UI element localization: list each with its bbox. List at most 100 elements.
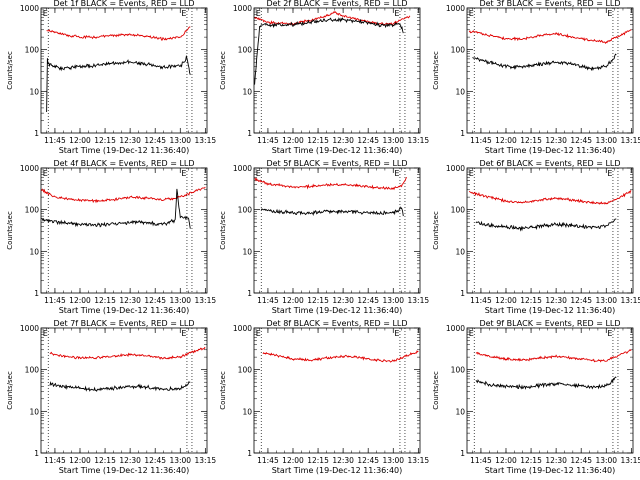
lld-series-line [475,348,632,363]
y-tick-label: 1000 [233,164,252,173]
plot-frame [253,7,421,134]
eclipse-marker: E [256,169,261,178]
y-tick-label: 1000 [233,4,252,13]
y-tick-label: 1 [460,129,465,138]
y-tick-label: 100 [25,366,40,375]
x-tick-label: 12:45 [570,296,592,305]
x-tick-label: 12:15 [520,456,542,465]
lld-series-line [468,29,632,44]
x-axis-label: Start Time (19-Dec-12 11:36:40) [272,146,403,155]
events-series-line [254,17,404,85]
x-tick-label: 12:45 [144,136,166,145]
eclipse-marker: E [469,169,474,178]
y-tick-label: 1 [460,449,465,458]
y-axis-label: Counts/sec [432,51,440,90]
y-tick-label: 1000 [20,324,39,333]
plot-frame [466,7,634,134]
detector-panel: Det 6f BLACK = Events, RED = LLD 1 10 100 10… [426,159,640,320]
events-series-line [472,53,617,72]
x-axis-label: Start Time (19-Dec-12 11:36:40) [485,466,616,475]
x-tick-label: 12:00 [282,456,304,465]
y-tick-label: 100 [25,206,40,215]
y-tick-label: 10 [455,407,465,416]
y-tick-label: 10 [455,247,465,256]
eclipse-marker: E [469,329,474,338]
x-tick-label: 12:45 [570,456,592,465]
detector-panel: Det 2f BLACK = Events, RED = LLD 1 10 100 10… [213,0,429,160]
lld-series-line [254,176,407,191]
eclipse-marker: E [394,169,399,178]
chart-svg: Det 4f BLACK = Events, RED = LLD 1 10 100 10… [6,159,216,315]
x-tick-label: 12:30 [332,296,354,305]
x-tick-label: 12:30 [119,136,141,145]
eclipse-marker: E [181,169,186,178]
x-tick-label: 11:45 [470,136,492,145]
x-tick-label: 13:00 [169,136,191,145]
detector-panel: Det 5f BLACK = Events, RED = LLD 1 10 100 10… [213,159,429,320]
lld-series-line [468,190,632,205]
chart-svg: Det 7f BLACK = Events, RED = LLD 1 10 100 10… [6,319,216,475]
x-tick-label: 11:45 [257,296,279,305]
x-tick-label: 12:15 [94,456,116,465]
lld-series-line [262,350,419,363]
x-tick-label: 13:00 [169,296,191,305]
x-tick-label: 13:00 [382,136,404,145]
y-axis-label: Counts/sec [6,51,14,90]
y-tick-label: 1000 [233,324,252,333]
x-tick-label: 11:45 [44,136,66,145]
events-series-line [41,188,191,229]
x-tick-label: 13:15 [195,456,217,465]
x-tick-label: 12:30 [545,456,567,465]
x-axis-label: Start Time (19-Dec-12 11:36:40) [485,306,616,315]
chart-title: Det 1f BLACK = Events, RED = LLD [53,0,194,8]
x-tick-label: 13:15 [621,296,640,305]
x-tick-label: 12:45 [144,296,166,305]
y-tick-label: 10 [455,87,465,96]
y-tick-label: 100 [238,366,253,375]
x-tick-label: 12:00 [495,456,517,465]
lld-series-line [49,346,206,360]
x-tick-label: 12:00 [282,136,304,145]
y-tick-label: 1 [34,129,39,138]
y-tick-label: 10 [242,247,252,256]
y-tick-label: 1 [247,289,252,298]
x-tick-label: 11:45 [257,136,279,145]
x-tick-label: 12:00 [495,296,517,305]
chart-svg: Det 3f BLACK = Events, RED = LLD 1 10 100 10… [432,0,640,155]
eclipse-marker: E [43,9,48,18]
x-tick-label: 13:15 [408,456,430,465]
x-tick-label: 11:45 [44,296,66,305]
detector-panel: Det 3f BLACK = Events, RED = LLD 1 10 100 10… [426,0,640,160]
lld-series-line [41,186,206,204]
x-tick-label: 12:00 [282,296,304,305]
chart-svg: Det 9f BLACK = Events, RED = LLD 1 10 100 10… [432,319,640,475]
eclipse-marker: E [394,9,399,18]
y-tick-label: 10 [242,407,252,416]
x-axis-label: Start Time (19-Dec-12 11:36:40) [485,146,616,155]
x-tick-label: 11:45 [44,456,66,465]
plot-frame [40,167,208,294]
x-tick-label: 12:15 [94,136,116,145]
chart-title: Det 3f BLACK = Events, RED = LLD [479,0,620,8]
x-tick-label: 12:30 [119,296,141,305]
x-axis-label: Start Time (19-Dec-12 11:36:40) [272,306,403,315]
eclipse-marker: E [43,169,48,178]
plot-frame [466,167,634,294]
chart-title: Det 4f BLACK = Events, RED = LLD [53,159,194,168]
x-tick-label: 12:15 [307,296,329,305]
eclipse-marker: E [607,169,612,178]
y-tick-label: 100 [238,46,253,55]
eclipse-marker: E [181,9,186,18]
chart-svg: Det 1f BLACK = Events, RED = LLD 1 10 100 10… [6,0,216,155]
chart-title: Det 6f BLACK = Events, RED = LLD [479,159,620,168]
eclipse-marker: E [256,329,261,338]
x-tick-label: 12:30 [545,136,567,145]
x-tick-label: 13:15 [195,136,217,145]
x-tick-label: 12:30 [119,456,141,465]
x-tick-label: 12:45 [357,136,379,145]
x-tick-label: 13:00 [595,136,617,145]
y-axis-label: Counts/sec [432,211,440,250]
y-tick-label: 10 [29,247,39,256]
events-series-line [49,380,191,392]
